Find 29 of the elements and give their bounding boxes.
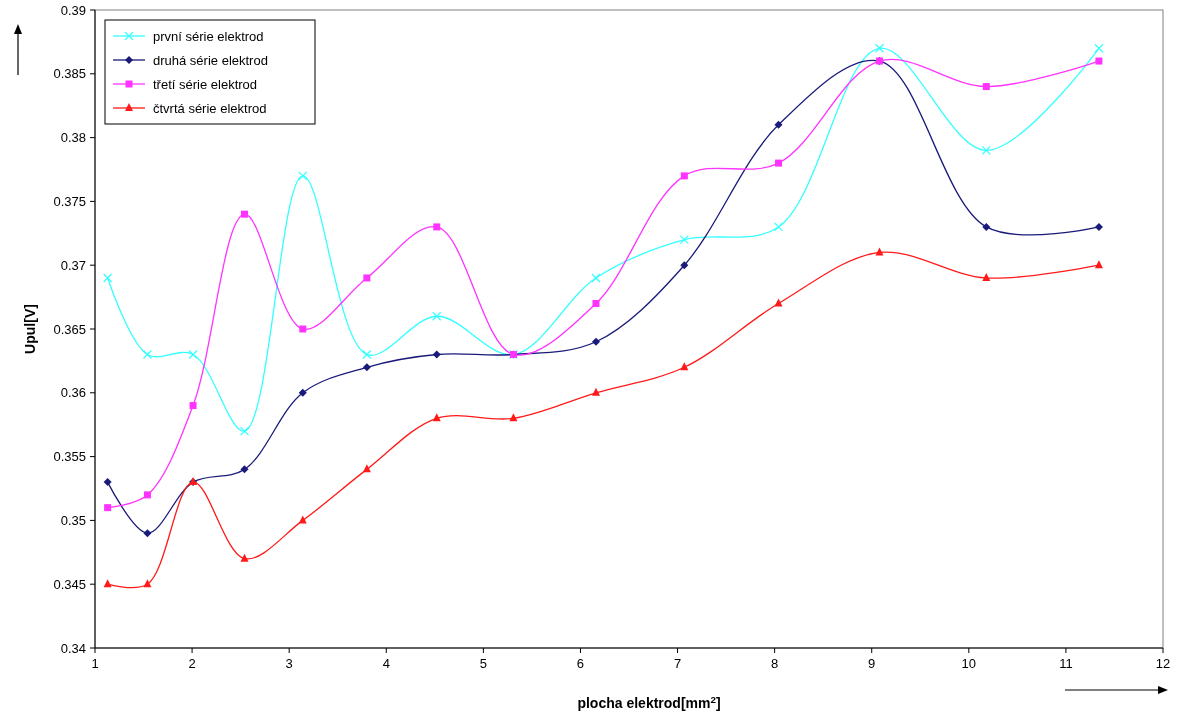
x-tick-label: 2 [188,656,196,671]
y-tick-label: 0.345 [53,576,86,592]
x-tick-label: 7 [673,656,682,671]
x-tick-label: 3 [285,656,293,671]
y-axis-title: Upul[V] [22,304,38,354]
y-tick-label: 0.36 [60,385,86,401]
x-tick-label: 10 [961,656,977,671]
y-tick-label: 0.34 [60,640,86,656]
x-tick-label: 12 [1155,656,1171,671]
y-tick-label: 0.37 [60,257,86,273]
legend-label: čtvrtá série elektrod [153,100,267,116]
y-tick-label: 0.375 [53,193,86,209]
x-axis-title: plocha elektrod[mm$^{2}$] [577,693,721,711]
x-tick-label: 4 [382,656,390,671]
y-tick-label: 0.355 [53,449,86,465]
y-tick-label: 0.39 [60,2,86,18]
legend-label: druhá série elektrod [153,52,268,68]
x-tick-label: 11 [1059,656,1073,671]
legend-label: třetí série elektrod [153,76,258,92]
x-tick-label: 1 [91,656,99,671]
x-tick-label: 6 [576,656,585,671]
x-tick-label: 5 [479,656,487,671]
x-tick-label: 8 [771,656,779,671]
y-tick-label: 0.365 [53,321,86,337]
x-tick-label: 9 [868,656,876,671]
y-tick-label: 0.35 [60,512,86,528]
legend-label: první série elektrod [153,28,264,44]
y-tick-label: 0.385 [53,66,86,82]
y-tick-label: 0.38 [60,130,86,146]
